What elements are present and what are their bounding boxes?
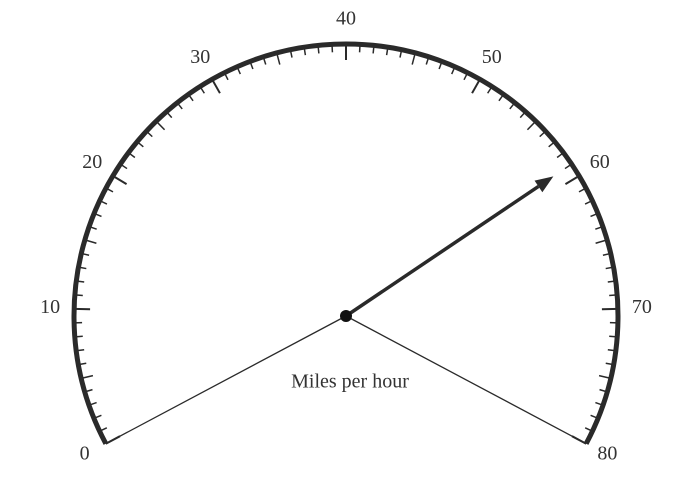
gauge-edge bbox=[345, 315, 587, 445]
minor-tick bbox=[88, 225, 97, 230]
tick-label: 80 bbox=[597, 443, 617, 465]
minor-tick bbox=[119, 163, 128, 170]
minor-tick bbox=[88, 401, 97, 406]
minor-tick bbox=[451, 66, 456, 75]
minor-tick bbox=[276, 52, 281, 65]
major-tick bbox=[564, 175, 580, 186]
minor-tick bbox=[303, 47, 307, 56]
minor-tick bbox=[438, 61, 443, 70]
minor-tick bbox=[99, 199, 108, 205]
minor-tick bbox=[74, 335, 83, 338]
minor-tick bbox=[136, 141, 144, 148]
major-tick bbox=[105, 435, 121, 445]
minor-tick bbox=[317, 45, 320, 54]
minor-tick bbox=[262, 56, 267, 65]
tick-label: 50 bbox=[482, 46, 502, 68]
minor-tick bbox=[199, 86, 205, 94]
minor-tick bbox=[155, 120, 166, 131]
gauge-edge bbox=[105, 315, 347, 445]
minor-tick bbox=[81, 252, 90, 256]
needle-head bbox=[534, 176, 554, 193]
minor-tick bbox=[578, 187, 587, 193]
minor-tick bbox=[249, 61, 254, 70]
minor-tick bbox=[556, 152, 564, 159]
minor-tick bbox=[105, 187, 114, 193]
minor-tick bbox=[236, 66, 241, 75]
minor-tick bbox=[605, 362, 614, 366]
minor-tick bbox=[74, 294, 83, 297]
minor-tick bbox=[411, 52, 416, 65]
minor-tick bbox=[607, 349, 616, 352]
major-tick bbox=[112, 175, 128, 186]
minor-tick bbox=[385, 47, 389, 56]
minor-tick bbox=[76, 349, 85, 352]
minor-tick bbox=[590, 212, 599, 218]
minor-tick bbox=[590, 414, 599, 420]
minor-tick bbox=[539, 130, 547, 138]
minor-tick bbox=[609, 335, 618, 338]
major-tick bbox=[471, 78, 481, 94]
minor-tick bbox=[463, 72, 469, 81]
tick-label: 30 bbox=[190, 46, 210, 68]
minor-tick bbox=[165, 111, 173, 119]
minor-tick bbox=[399, 49, 403, 58]
major-tick bbox=[211, 78, 221, 94]
minor-tick bbox=[223, 72, 229, 81]
tick-label: 0 bbox=[80, 443, 90, 465]
tick-label: 60 bbox=[590, 151, 610, 173]
minor-tick bbox=[372, 45, 375, 54]
minor-tick bbox=[498, 93, 505, 102]
minor-tick bbox=[425, 56, 430, 65]
minor-tick bbox=[595, 239, 608, 244]
minor-tick bbox=[78, 362, 87, 366]
minor-tick bbox=[81, 374, 94, 380]
minor-tick bbox=[519, 111, 527, 119]
minor-tick bbox=[78, 266, 87, 270]
minor-tick bbox=[602, 252, 611, 256]
tick-label: 40 bbox=[336, 8, 356, 30]
minor-tick bbox=[84, 239, 97, 244]
minor-tick bbox=[584, 199, 593, 205]
minor-tick bbox=[289, 49, 293, 58]
minor-tick bbox=[145, 130, 153, 138]
minor-tick bbox=[526, 120, 537, 131]
minor-tick bbox=[584, 427, 593, 432]
minor-tick bbox=[609, 294, 618, 297]
minor-tick bbox=[93, 212, 102, 218]
major-tick bbox=[571, 435, 587, 445]
minor-tick bbox=[99, 427, 108, 432]
minor-tick bbox=[548, 141, 556, 148]
minor-tick bbox=[187, 93, 194, 102]
minor-tick bbox=[84, 388, 93, 393]
minor-tick bbox=[93, 414, 102, 420]
tick-label: 20 bbox=[82, 151, 102, 173]
minor-tick bbox=[176, 102, 183, 110]
minor-tick bbox=[487, 86, 493, 94]
minor-tick bbox=[595, 225, 604, 230]
minor-tick bbox=[605, 266, 614, 270]
minor-tick bbox=[564, 163, 573, 170]
minor-tick bbox=[595, 401, 604, 406]
needle bbox=[345, 184, 540, 318]
minor-tick bbox=[76, 280, 85, 283]
needle-hub bbox=[340, 310, 352, 322]
tick-label: 70 bbox=[632, 296, 652, 318]
minor-tick bbox=[509, 102, 516, 110]
minor-tick bbox=[607, 280, 616, 283]
minor-tick bbox=[599, 388, 608, 393]
minor-tick bbox=[128, 152, 136, 159]
gauge-title: Miles per hour bbox=[291, 371, 409, 393]
minor-tick bbox=[598, 374, 611, 380]
tick-label: 10 bbox=[40, 296, 60, 318]
